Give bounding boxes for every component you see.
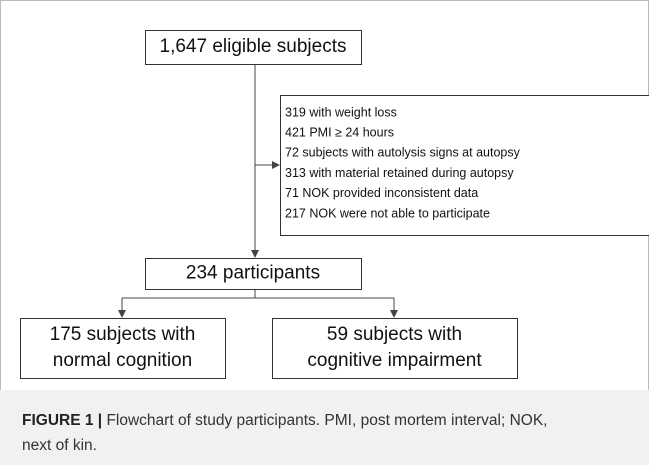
caption-label-text: FIGURE 1 [22, 412, 94, 429]
caption: FIGURE 1 | Flowchart of study participan… [0, 390, 649, 465]
node-text: 319 with weight loss [285, 105, 397, 119]
node-text: 421 PMI ≥ 24 hours [285, 125, 394, 139]
node-box [280, 95, 649, 236]
caption-text: Flowchart of study participants. PMI, po… [22, 412, 548, 454]
node-text: 175 subjects with [50, 324, 196, 345]
node-text: 1,647 eligible subjects [160, 36, 347, 57]
node-box [145, 258, 362, 290]
node-box [145, 30, 362, 65]
node-box [20, 318, 226, 379]
node-text: cognitive impairment [307, 350, 482, 371]
node-text: 234 participants [186, 263, 320, 284]
flowchart: 1,647 eligible subjects 319 with weight l… [0, 0, 649, 390]
node-text: 59 subjects with [327, 324, 462, 345]
node-text: 313 with material retained during autops… [285, 166, 514, 180]
node-text: 72 subjects with autolysis signs at auto… [285, 146, 521, 160]
node-text: 217 NOK were not able to participate [285, 206, 490, 220]
node-box [272, 318, 518, 379]
caption-separator: | [97, 412, 103, 429]
node-text: 71 NOK provided inconsistent data [285, 186, 478, 200]
node-text: normal cognition [53, 350, 192, 371]
caption-label: FIGURE 1 | [22, 412, 102, 429]
